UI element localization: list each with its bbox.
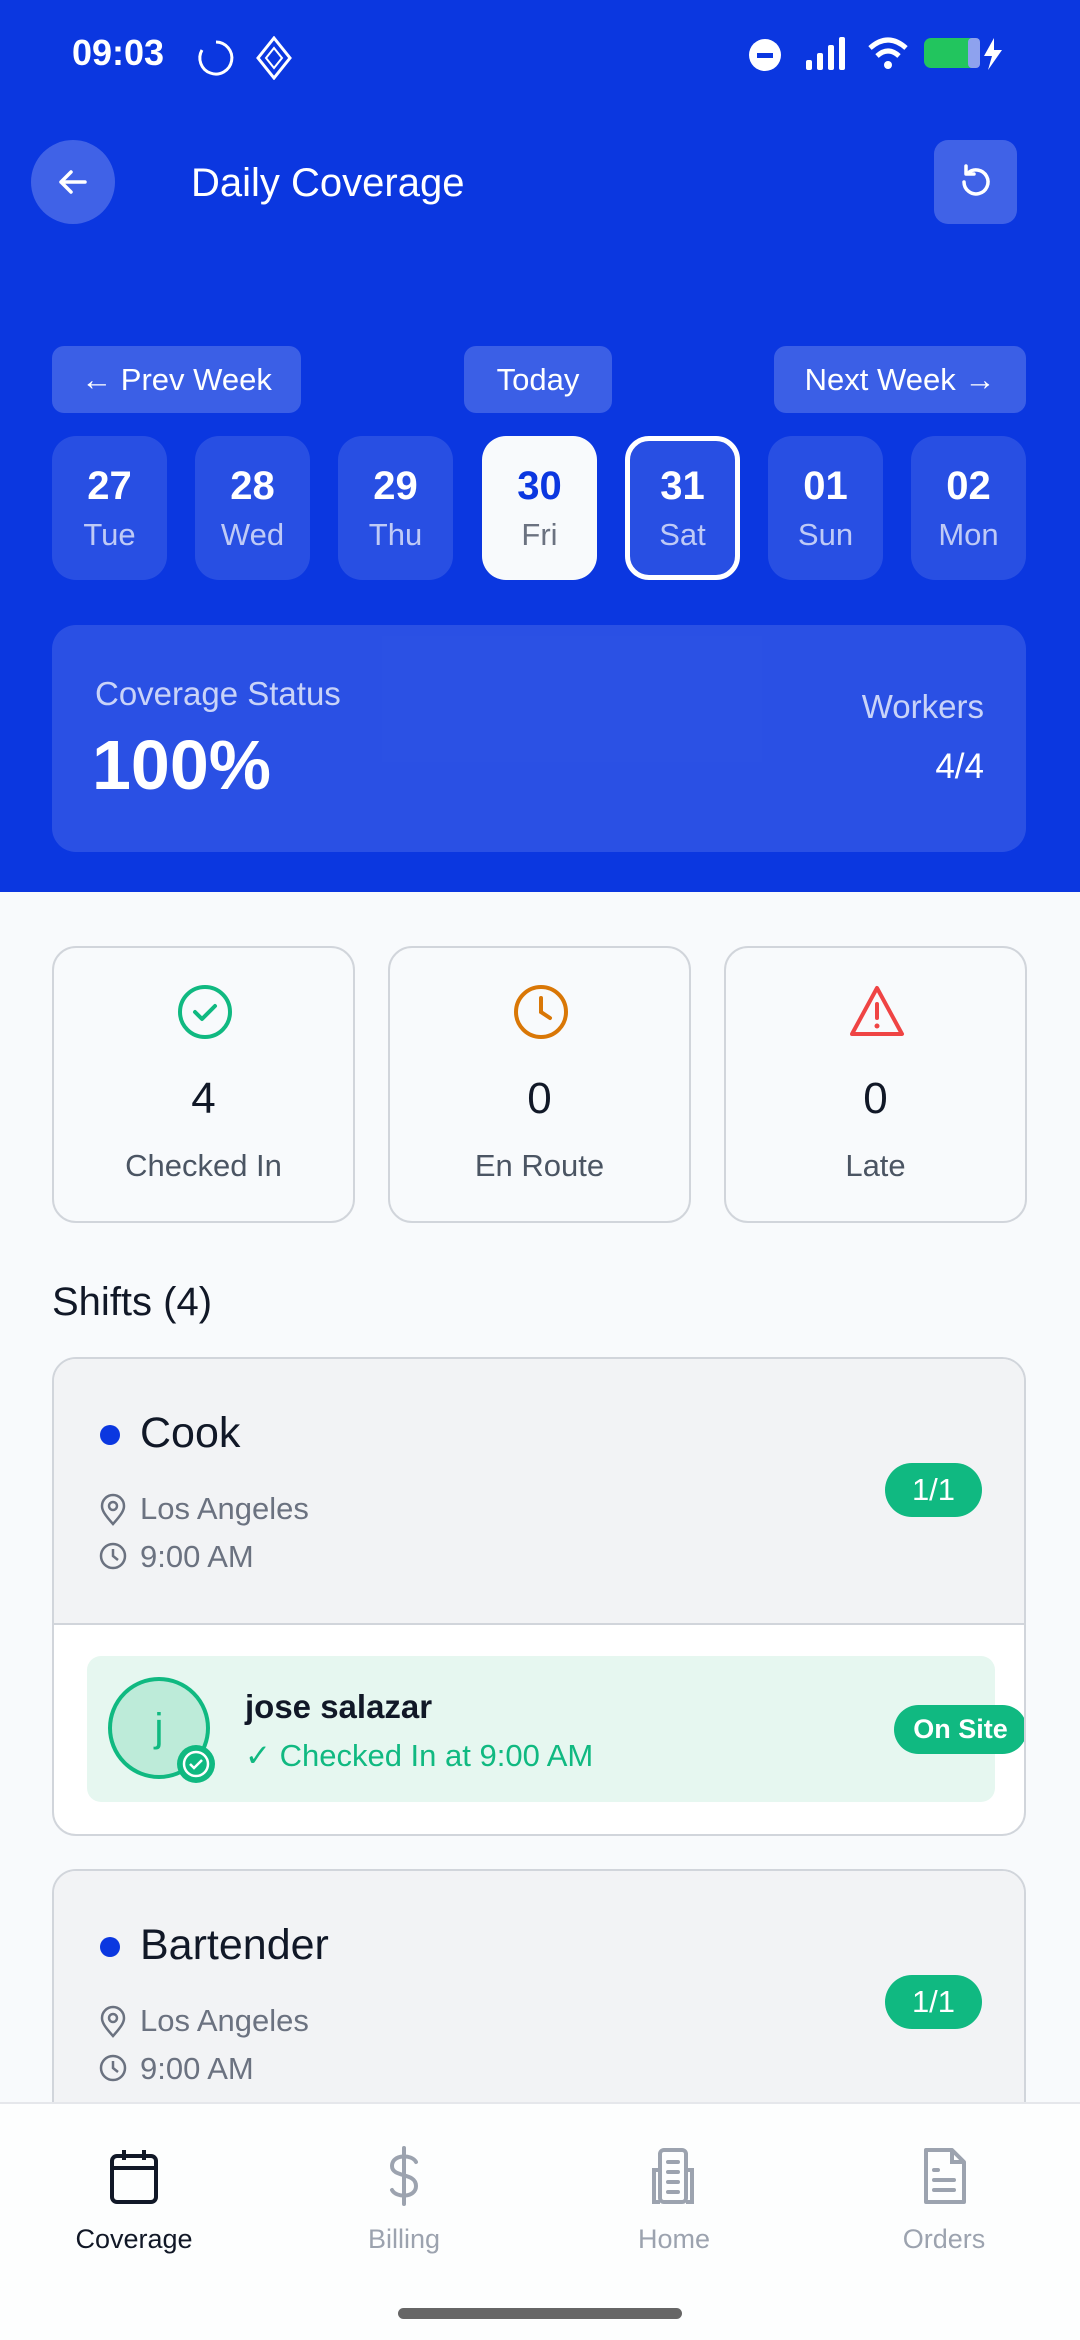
avatar-initial: j [154, 1705, 164, 1750]
day-number: 31 [660, 463, 705, 508]
stat-value: 0 [527, 1074, 552, 1123]
status-dot [100, 1937, 120, 1957]
app-diamond-icon [256, 36, 292, 80]
coverage-status-card: Coverage Status 100% Workers 4/4 [52, 625, 1026, 852]
prev-week-button[interactable]: ← Prev Week [52, 346, 301, 413]
clock-icon [99, 1542, 127, 1570]
status-dot [100, 1425, 120, 1445]
stat-value: 4 [191, 1074, 216, 1123]
stat-value: 0 [863, 1074, 888, 1123]
wifi-icon [868, 37, 908, 69]
home-indicator[interactable] [398, 2308, 682, 2319]
stat-checked-in: 4 Checked In [52, 946, 355, 1223]
page-title: Daily Coverage [191, 161, 465, 205]
clock-icon [99, 2054, 127, 2082]
shift-location: Los Angeles [140, 2003, 309, 2038]
arrow-left-icon [59, 170, 87, 194]
shift-title: Cook [140, 1409, 241, 1457]
day-number: 02 [946, 463, 991, 508]
checked-badge-icon [177, 1745, 215, 1783]
fill-badge: 1/1 [885, 1463, 982, 1517]
workers-label: Workers [861, 688, 984, 725]
loading-icon [198, 40, 234, 76]
day-of-week: Sat [659, 516, 706, 552]
location-pin-icon [100, 1493, 126, 1526]
header: 09:03 Daily Coverage ← Prev Week Today N… [0, 0, 1080, 892]
day-number: 27 [87, 463, 132, 508]
stat-label: En Route [474, 1148, 605, 1183]
status-time: 09:03 [72, 32, 165, 73]
calendar-icon [110, 2150, 158, 2204]
battery-charging-icon [924, 38, 1002, 70]
nav-billing[interactable]: Billing [304, 2146, 504, 2255]
day-pill-today[interactable]: 31 Sat [625, 436, 740, 580]
nav-coverage[interactable]: Coverage [34, 2146, 234, 2255]
workers-value: 4/4 [935, 747, 984, 786]
refresh-icon [961, 164, 990, 196]
shifts-heading: Shifts (4) [52, 1280, 213, 1324]
day-number: 29 [373, 463, 418, 508]
shift-header[interactable]: Cook Los Angeles 9:00 AM 1/1 [54, 1359, 1024, 1623]
day-pill[interactable]: 29 Thu [338, 436, 453, 580]
bottom-nav: Coverage Billing Home Orders [0, 2102, 1080, 2340]
nav-label: Coverage [75, 2224, 193, 2254]
nav-home[interactable]: Home [574, 2146, 774, 2255]
coverage-value: 100% [92, 726, 272, 804]
on-site-badge: On Site [894, 1705, 1024, 1754]
nav-label: Billing [367, 2224, 441, 2254]
day-pill[interactable]: 28 Wed [195, 436, 310, 580]
day-of-week: Fri [521, 516, 558, 552]
check-circle-icon [178, 985, 232, 1039]
nav-label: Orders [902, 2224, 986, 2254]
day-pill[interactable]: 01 Sun [768, 436, 883, 580]
shift-location: Los Angeles [140, 1491, 309, 1526]
dollar-icon [389, 2146, 419, 2206]
worker-name: jose salazar [245, 1688, 433, 1725]
day-number: 30 [517, 463, 562, 508]
coverage-label: Coverage Status [95, 675, 341, 712]
next-week-button[interactable]: Next Week → [774, 346, 1026, 413]
document-icon [924, 2148, 966, 2204]
location-pin-icon [100, 2005, 126, 2038]
shift-card-cook[interactable]: Cook Los Angeles 9:00 AM 1/1 j jose sala… [52, 1357, 1026, 1836]
shift-title: Bartender [140, 1921, 329, 1969]
worker-row[interactable]: j jose salazar ✓ Checked In at 9:00 AM O… [87, 1656, 1024, 1802]
stat-label: Checked In [125, 1148, 282, 1183]
shift-time: 9:00 AM [140, 2051, 254, 2086]
day-of-week: Mon [938, 516, 999, 552]
building-icon [652, 2148, 694, 2204]
refresh-button[interactable] [934, 140, 1017, 224]
dnd-icon [749, 39, 781, 71]
back-button[interactable] [31, 140, 115, 224]
alert-triangle-icon [850, 986, 904, 1036]
fill-badge: 1/1 [885, 1975, 982, 2029]
day-pill[interactable]: 27 Tue [52, 436, 167, 580]
clock-icon [514, 985, 568, 1039]
day-of-week: Wed [220, 516, 285, 552]
day-number: 01 [803, 463, 848, 508]
shift-time: 9:00 AM [140, 1539, 254, 1574]
signal-icon [806, 37, 845, 70]
day-of-week: Thu [368, 516, 423, 552]
nav-label: Home [637, 2224, 711, 2254]
nav-orders[interactable]: Orders [844, 2146, 1044, 2255]
day-pill[interactable]: 02 Mon [911, 436, 1026, 580]
day-of-week: Tue [83, 516, 136, 552]
day-number: 28 [230, 463, 275, 508]
day-of-week: Sun [797, 516, 854, 552]
stat-en-route: 0 En Route [388, 946, 691, 1223]
worker-checkin-status: ✓ Checked In at 9:00 AM [245, 1738, 594, 1773]
stat-label: Late [845, 1148, 906, 1183]
stat-late: 0 Late [724, 946, 1027, 1223]
today-button[interactable]: Today [464, 346, 612, 413]
day-pill-selected[interactable]: 30 Fri [482, 436, 597, 580]
